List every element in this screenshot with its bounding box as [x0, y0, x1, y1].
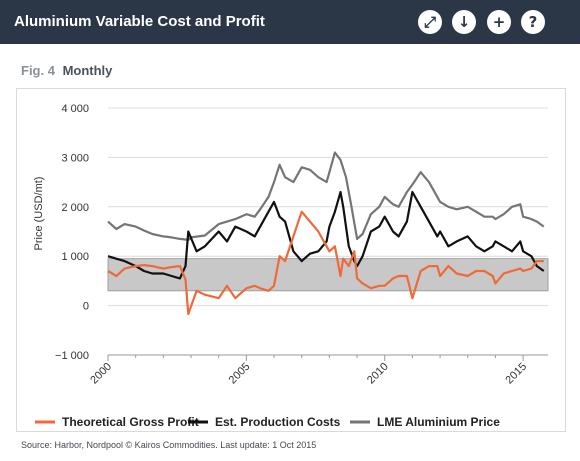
y-tick-label: 4 000 — [61, 103, 89, 115]
header-bar: Aluminium Variable Cost and Profit ⤢ ↓ +… — [0, 0, 580, 44]
source-note: Source: Harbor, Nordpool © Kairos Commod… — [21, 440, 317, 450]
x-tick-label: 2005 — [227, 361, 253, 387]
legend-label[interactable]: LME Aluminium Price — [377, 415, 500, 429]
y-tick-label: 3 000 — [61, 152, 89, 164]
chart-frame — [16, 88, 566, 432]
chart-title: Aluminium Variable Cost and Profit — [14, 13, 265, 30]
y-tick-label: 0 — [83, 301, 89, 313]
figure-number: Fig. 4 — [21, 63, 55, 78]
figure-caption: Fig. 4 Monthly — [21, 63, 112, 78]
figure-title: Monthly — [62, 63, 113, 78]
download-icon[interactable]: ↓ — [452, 10, 476, 34]
y-tick-label: 2 000 — [61, 202, 89, 214]
y-tick-label: −1 000 — [55, 350, 89, 362]
series-line-0 — [107, 151, 545, 241]
plus-icon[interactable]: + — [487, 10, 511, 34]
expand-icon[interactable]: ⤢ — [418, 10, 442, 34]
y-tick-label: 1 000 — [61, 251, 89, 263]
legend: Theoretical Gross Profit Est. Production … — [35, 415, 500, 429]
x-tick-label: 2000 — [88, 361, 114, 387]
series-lines — [107, 151, 545, 316]
legend-label[interactable]: Est. Production Costs — [215, 415, 341, 429]
x-tick-label: 2015 — [503, 361, 529, 387]
legend-label[interactable]: Theoretical Gross Profit — [62, 415, 199, 429]
y-axis-label: Price (USD/mt) — [33, 177, 45, 251]
cost-band — [107, 258, 549, 292]
series-line-1 — [107, 190, 545, 280]
x-tick-label: 2010 — [365, 361, 391, 387]
help-icon[interactable]: ? — [521, 10, 545, 34]
series-line-2 — [107, 210, 544, 316]
